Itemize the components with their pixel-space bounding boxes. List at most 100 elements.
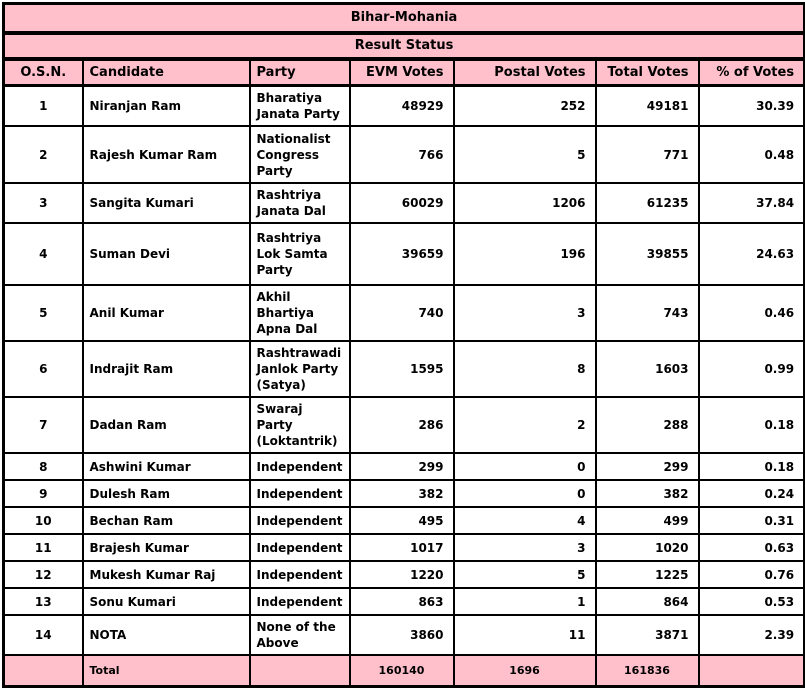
col-header-postal-votes: Postal Votes [452, 57, 597, 87]
table-row: 6 Indrajit Ram Rashtrawadi Janlok Party (S… [2, 340, 805, 398]
total-pct-votes-cell [697, 654, 805, 687]
total-votes-cell: 771 [594, 125, 700, 184]
candidate-cell: Bechan Ram [81, 506, 251, 535]
pct-votes-cell: 0.46 [697, 284, 805, 342]
total-votes-cell: 61235 [594, 182, 700, 224]
osn-cell: 1 [2, 84, 84, 127]
col-header-party: Party [248, 57, 351, 87]
total-votes-cell: 1020 [594, 533, 700, 562]
evm-votes-cell: 299 [348, 452, 455, 481]
pct-votes-cell: 37.84 [697, 182, 805, 224]
osn-cell: 11 [2, 533, 84, 562]
pct-votes-cell: 0.63 [697, 533, 805, 562]
col-header-osn: O.S.N. [2, 57, 84, 87]
evm-votes-cell: 3860 [348, 614, 455, 656]
table-row: 4 Suman Devi Rashtriya Lok Samta Party 3965… [2, 222, 805, 286]
party-cell: Rashtrawadi Janlok Party (Satya) [248, 340, 351, 398]
osn-cell: 12 [2, 560, 84, 589]
total-votes-cell: 864 [594, 587, 700, 616]
evm-votes-cell: 48929 [348, 84, 455, 127]
osn-cell: 9 [2, 479, 84, 508]
total-votes-cell: 3871 [594, 614, 700, 656]
col-header-candidate: Candidate [81, 57, 251, 87]
party-cell: Independent [248, 533, 351, 562]
osn-cell: 14 [2, 614, 84, 656]
table-row: 10 Bechan Ram Independent 495 4 499 0.31 [2, 506, 805, 535]
candidate-cell: Brajesh Kumar [81, 533, 251, 562]
party-cell: Independent [248, 560, 351, 589]
candidate-cell: Niranjan Ram [81, 84, 251, 127]
column-header-row: O.S.N. Candidate Party EVM Votes Postal … [2, 57, 805, 87]
total-row: Total 160140 1696 161836 [2, 654, 805, 687]
total-votes-cell: 1603 [594, 340, 700, 398]
party-cell: Akhil Bhartiya Apna Dal [248, 284, 351, 342]
result-status-heading: Result Status [2, 31, 805, 61]
candidate-cell: Sonu Kumari [81, 587, 251, 616]
total-votes-cell: 382 [594, 479, 700, 508]
postal-votes-cell: 11 [452, 614, 597, 656]
table-row: 12 Mukesh Kumar Raj Independent 1220 5 1225 0.… [2, 560, 805, 589]
total-votes-cell: 299 [594, 452, 700, 481]
party-cell: Independent [248, 452, 351, 481]
evm-votes-cell: 1595 [348, 340, 455, 398]
total-postal-votes-cell: 1696 [452, 654, 597, 687]
evm-votes-cell: 740 [348, 284, 455, 342]
postal-votes-cell: 1206 [452, 182, 597, 224]
table-row: 2 Rajesh Kumar Ram Nationalist Congress Pa… [2, 125, 805, 184]
party-cell: Swaraj Party (Loktantrik) [248, 396, 351, 454]
osn-cell: 10 [2, 506, 84, 535]
osn-cell: 8 [2, 452, 84, 481]
postal-votes-cell: 1 [452, 587, 597, 616]
osn-cell: 7 [2, 396, 84, 454]
results-body: 1 Niranjan Ram Bharatiya Janata Party 48929… [2, 84, 805, 656]
osn-cell: 2 [2, 125, 84, 184]
postal-votes-cell: 252 [452, 84, 597, 127]
pct-votes-cell: 24.63 [697, 222, 805, 286]
evm-votes-cell: 1220 [348, 560, 455, 589]
evm-votes-cell: 495 [348, 506, 455, 535]
osn-cell: 6 [2, 340, 84, 398]
party-cell: Independent [248, 479, 351, 508]
pct-votes-cell: 0.53 [697, 587, 805, 616]
total-votes-cell: 49181 [594, 84, 700, 127]
total-total-votes-cell: 161836 [594, 654, 700, 687]
pct-votes-cell: 30.39 [697, 84, 805, 127]
candidate-cell: Mukesh Kumar Raj [81, 560, 251, 589]
col-header-pct-votes: % of Votes [697, 57, 805, 87]
total-votes-cell: 288 [594, 396, 700, 454]
pct-votes-cell: 0.48 [697, 125, 805, 184]
party-cell: Rashtriya Janata Dal [248, 182, 351, 224]
table-row: 8 Ashwini Kumar Independent 299 0 299 0.18 [2, 452, 805, 481]
osn-cell: 13 [2, 587, 84, 616]
candidate-cell: Sangita Kumari [81, 182, 251, 224]
candidate-cell: Rajesh Kumar Ram [81, 125, 251, 184]
evm-votes-cell: 766 [348, 125, 455, 184]
table-row: 1 Niranjan Ram Bharatiya Janata Party 48929… [2, 84, 805, 127]
table-row: 5 Anil Kumar Akhil Bhartiya Apna Dal 740 3 74… [2, 284, 805, 342]
evm-votes-cell: 39659 [348, 222, 455, 286]
col-header-total-votes: Total Votes [594, 57, 700, 87]
evm-votes-cell: 382 [348, 479, 455, 508]
evm-votes-cell: 286 [348, 396, 455, 454]
col-header-evm-votes: EVM Votes [348, 57, 455, 87]
pct-votes-cell: 0.31 [697, 506, 805, 535]
postal-votes-cell: 4 [452, 506, 597, 535]
evm-votes-cell: 60029 [348, 182, 455, 224]
party-cell: None of the Above [248, 614, 351, 656]
osn-cell: 4 [2, 222, 84, 286]
postal-votes-cell: 5 [452, 125, 597, 184]
postal-votes-cell: 196 [452, 222, 597, 286]
candidate-cell: Anil Kumar [81, 284, 251, 342]
osn-cell: 5 [2, 284, 84, 342]
candidate-cell: Ashwini Kumar [81, 452, 251, 481]
total-row-label: Total [81, 654, 251, 687]
table-row: 3 Sangita Kumari Rashtriya Janata Dal 60029… [2, 182, 805, 224]
party-cell: Bharatiya Janata Party [248, 84, 351, 127]
postal-votes-cell: 0 [452, 479, 597, 508]
candidate-cell: Dulesh Ram [81, 479, 251, 508]
candidate-cell: Indrajit Ram [81, 340, 251, 398]
total-votes-cell: 743 [594, 284, 700, 342]
postal-votes-cell: 5 [452, 560, 597, 589]
